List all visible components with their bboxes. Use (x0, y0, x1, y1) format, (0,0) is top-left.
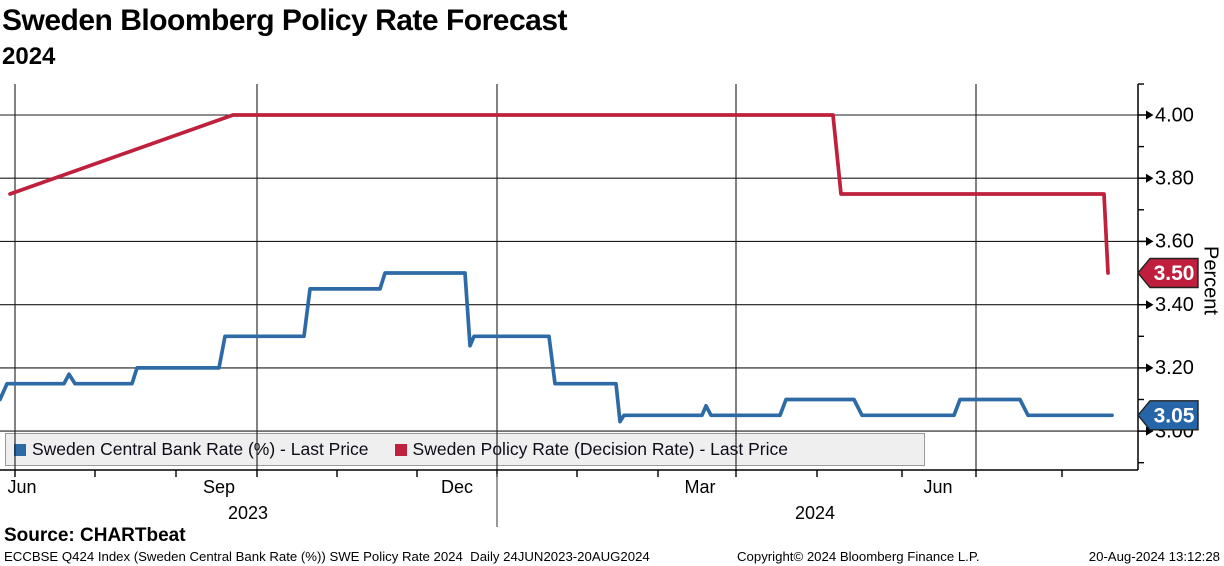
y-tick-arrow (1146, 426, 1154, 436)
svg-text:3.50: 3.50 (1154, 262, 1195, 285)
last-price-badge: 3.50 (1137, 257, 1199, 289)
last-price-badge: 3.05 (1137, 400, 1199, 431)
y-tick-arrow (1146, 236, 1154, 246)
y-tick-arrow (1146, 173, 1154, 183)
x-month-label: Jun (7, 477, 36, 497)
legend-label: Sweden Policy Rate (Decision Rate) - Las… (412, 439, 788, 459)
y-axis-title: Percent (1199, 245, 1222, 315)
footer-timestamp: 20-Aug-2024 13:12:28 (1088, 549, 1220, 564)
x-year-label: 2024 (795, 503, 835, 523)
legend: Sweden Central Bank Rate (%) - Last Pric… (5, 433, 925, 466)
y-tick-label: 3.60 (1155, 231, 1194, 253)
legend-item: Sweden Central Bank Rate (%) - Last Pric… (14, 439, 369, 460)
x-month-label: Sep (203, 477, 235, 497)
chart-subtitle: 2024 (2, 43, 56, 70)
series-line-central-bank-forecast (0, 271, 1114, 424)
y-tick-arrow (1146, 300, 1154, 310)
y-tick-arrow (1146, 363, 1154, 373)
legend-swatch-icon (14, 443, 26, 456)
legend-swatch-icon (394, 443, 407, 456)
y-tick-label: 3.40 (1155, 294, 1194, 316)
legend-item: Sweden Policy Rate (Decision Rate) - Las… (394, 439, 788, 460)
y-tick-label: 3.00 (1155, 420, 1194, 442)
x-month-label: Dec (441, 477, 473, 497)
series-line-policy-rate (8, 113, 1110, 275)
source-line: Source: CHARTbeat (4, 525, 186, 546)
y-tick-arrow (1146, 110, 1154, 120)
svg-text:3.05: 3.05 (1154, 404, 1195, 427)
y-tick-label: 4.00 (1155, 104, 1194, 126)
x-month-label: Jun (923, 477, 952, 497)
legend-label: Sweden Central Bank Rate (%) - Last Pric… (32, 439, 369, 459)
y-tick-label: 3.20 (1155, 357, 1194, 379)
footer-copyright: Copyright© 2024 Bloomberg Finance L.P. (737, 549, 980, 564)
x-year-label: 2023 (228, 503, 268, 523)
y-tick-label: 3.80 (1155, 167, 1194, 189)
chart-title: Sweden Bloomberg Policy Rate Forecast (2, 4, 568, 37)
x-month-label: Mar (685, 477, 716, 497)
footer-ticker-description: ECCBSE Q424 Index (Sweden Central Bank R… (4, 549, 650, 564)
